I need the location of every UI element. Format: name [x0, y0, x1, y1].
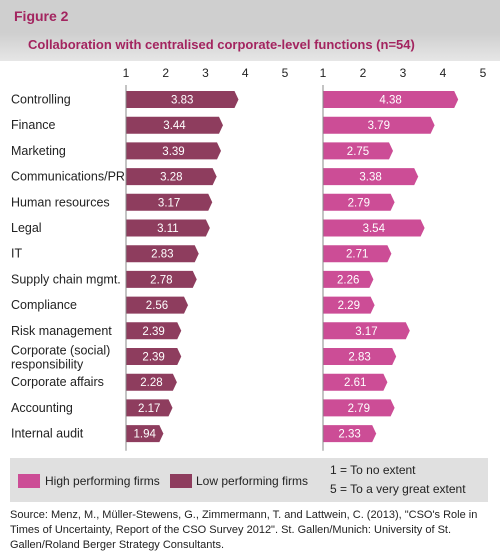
header-gradient: [0, 33, 500, 61]
bar-low: [126, 116, 223, 134]
bar-high: [323, 270, 374, 288]
bar-value-label-low: 3.11: [157, 223, 179, 235]
bar-value-label-low: 2.28: [140, 377, 162, 389]
category-label: Human resources: [11, 195, 110, 209]
category-label: Corporate affairs: [11, 375, 104, 389]
category-label: Internal audit: [11, 427, 84, 441]
bar-high: [323, 142, 393, 160]
bar-value-label-low: 2.17: [138, 403, 160, 415]
bar-value-label-low: 3.17: [158, 197, 180, 209]
bar-high: [323, 322, 410, 340]
bar-low: [126, 348, 182, 365]
bar-value-label-high: 3.54: [363, 223, 386, 235]
bar-high: [323, 116, 435, 134]
category-label: Controlling: [11, 93, 71, 107]
bar-value-label-low: 3.83: [171, 95, 193, 107]
legend-swatch-high: [18, 474, 40, 488]
legend-label-low: Low performing firms: [196, 474, 309, 488]
axis-tick-right-5: 5: [480, 66, 487, 80]
legend-swatch-low: [170, 474, 192, 488]
bar-value-label-high: 2.33: [338, 429, 360, 441]
bar-low: [126, 322, 182, 340]
bar-low: [126, 399, 173, 417]
figure-label: Figure 2: [14, 8, 69, 24]
category-label: Finance: [11, 118, 56, 132]
bar-high: [323, 425, 377, 443]
axis-tick-right-4: 4: [440, 66, 447, 80]
bar-value-label-high: 2.83: [348, 352, 370, 364]
category-label: Communications/PR: [11, 170, 125, 184]
bar-high: [323, 91, 459, 108]
bar-value-label-high: 2.79: [348, 403, 370, 415]
bar-value-label-high: 2.61: [344, 377, 366, 389]
source-note: Source: Menz, M., Müller-Stewens, G., Zi…: [10, 509, 478, 551]
bar-low: [126, 425, 164, 443]
bar-low: [126, 91, 239, 108]
axis-tick-right-1: 1: [320, 66, 327, 80]
bar-value-label-high: 2.71: [346, 249, 368, 261]
bar-value-label-low: 2.39: [142, 326, 164, 338]
bar-low: [126, 373, 177, 391]
bar-value-label-low: 2.83: [151, 249, 173, 261]
category-label: IT: [11, 247, 22, 261]
bar-value-label-high: 3.79: [368, 120, 390, 132]
bar-value-label-low: 2.78: [150, 274, 172, 286]
bar-high: [323, 348, 397, 365]
axis-tick-left-5: 5: [282, 66, 289, 80]
bar-high: [323, 219, 425, 237]
category-label: Accounting: [11, 401, 73, 415]
axis-tick-right-3: 3: [400, 66, 407, 80]
axis-tick-left-2: 2: [162, 66, 169, 80]
bar-high: [323, 168, 419, 186]
bar-value-label-high: 2.26: [337, 274, 359, 286]
bar-value-label-high: 2.29: [338, 300, 360, 312]
bar-chart: 1 2 3 4 5 1 2 3 4 5 Controlling Finance Marketing Com…: [11, 66, 487, 451]
bar-high: [323, 296, 375, 314]
axis-tick-left-4: 4: [242, 66, 249, 80]
bar-value-label-high: 2.75: [347, 146, 369, 158]
axis-tick-right-2: 2: [360, 66, 367, 80]
bar-high: [323, 193, 395, 211]
bar-value-label-low: 2.39: [142, 352, 164, 364]
bar-low: [126, 245, 199, 263]
bar-value-label-low: 1.94: [133, 429, 156, 441]
category-label: Compliance: [11, 298, 77, 312]
bar-low: [126, 270, 197, 288]
legend-label-high: High performing firms: [45, 474, 160, 488]
bar-low: [126, 142, 222, 160]
bar-value-label-low: 2.56: [146, 300, 168, 312]
bar-low: [126, 168, 217, 186]
bar-low: [126, 296, 189, 314]
scale-note-low: 1 = To no extent: [330, 463, 416, 477]
chart-title: Collaboration with centralised corporate…: [28, 37, 415, 52]
bar-value-label-high: 4.38: [379, 95, 401, 107]
bar-high: [323, 245, 392, 263]
bar-value-label-low: 3.28: [160, 172, 182, 184]
axis-tick-left-3: 3: [202, 66, 209, 80]
figure-header: Figure 2 Collaboration with centralised …: [0, 0, 500, 61]
bar-value-label-high: 2.79: [348, 197, 370, 209]
category-label: Supply chain mgmt.: [11, 272, 121, 286]
bar-low: [126, 219, 210, 237]
category-label: Legal: [11, 221, 42, 235]
bar-high: [323, 399, 395, 417]
axis-tick-left-1: 1: [123, 66, 130, 80]
bar-value-label-low: 3.44: [163, 120, 186, 132]
category-label: Risk management: [11, 324, 112, 338]
bar-high: [323, 373, 388, 391]
bar-low: [126, 193, 213, 211]
legend: High performing firms Low performing fir…: [10, 458, 488, 502]
bar-value-label-low: 3.39: [162, 146, 184, 158]
category-label: Corporate (social) responsibility: [11, 344, 110, 372]
bar-value-label-high: 3.17: [355, 326, 377, 338]
scale-note-high: 5 = To a very great extent: [330, 482, 466, 496]
bar-value-label-high: 3.38: [359, 172, 381, 184]
category-label: Marketing: [11, 144, 66, 158]
